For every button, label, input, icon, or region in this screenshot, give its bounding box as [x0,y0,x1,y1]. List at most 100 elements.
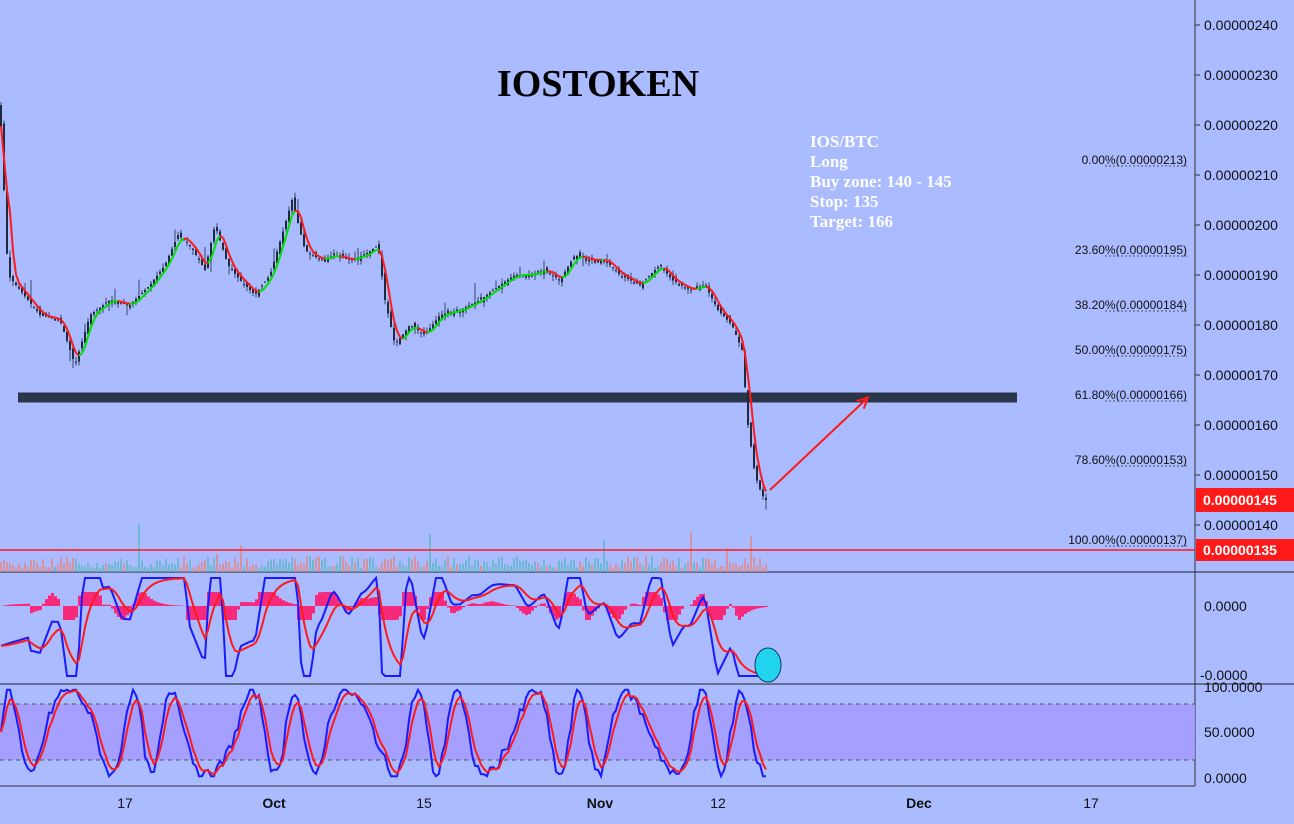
volume-bar [243,567,245,572]
candle-body [261,286,263,287]
price-tick-label: 0.00000190 [1204,267,1278,283]
ma-segment [133,303,136,304]
volume-bar [321,560,323,572]
ma-segment [232,261,235,267]
volume-bar [450,567,452,572]
ma-segment [49,316,52,317]
candle-body [75,362,77,363]
volume-bar [534,562,536,572]
volume-bar [726,548,728,572]
ma-segment [586,257,589,258]
macd-histogram-bar [450,606,453,613]
candle-body [714,301,716,304]
macd-histogram-bar [468,604,471,606]
volume-bar [222,564,224,572]
volume-bar [159,561,161,572]
volume-bar [96,563,98,572]
volume-bar [639,563,641,572]
volume-bar [33,560,35,572]
ma-segment [412,328,415,330]
price-tick-label: 0.00000240 [1204,17,1278,33]
volume-bar [183,556,185,572]
macd-histogram-bar [714,606,717,620]
volume-bar [156,560,158,572]
volume-bar [327,567,329,572]
macd-cross-highlight [755,648,781,682]
ma-segment [541,272,544,273]
volume-bar [591,565,593,572]
ma-segment [52,317,55,318]
volume-bar [624,563,626,572]
candle-body [684,287,686,288]
volume-bar [618,567,620,572]
candle-body [36,309,38,311]
volume-bar [681,568,683,572]
volume-bar [438,566,440,572]
candle-body [396,341,398,342]
volume-bar [579,561,581,572]
volume-bar [762,567,764,572]
volume-bar [342,556,344,572]
fib-level-label: 100.00%(0.00000137) [1068,533,1187,547]
candle-body [204,264,206,270]
volume-bar [345,561,347,572]
volume-bar [63,563,65,572]
fib-level-label: 61.80%(0.00000166) [1075,388,1187,402]
volume-bar [105,563,107,572]
candle-body [0,105,2,126]
ma-segment [637,281,640,283]
volume-bar [603,540,605,572]
candle-body [126,304,128,305]
ma-segment [562,276,565,277]
macd-histogram-bar [228,606,231,620]
volume-bar [399,561,401,572]
ma-segment [538,273,541,274]
ma-segment [322,258,325,259]
volume-bar [249,566,251,572]
volume-bar [6,562,8,572]
ma-segment [16,274,19,283]
volume-bar [426,561,428,572]
ma-segment [148,288,151,291]
ma-segment [589,258,592,259]
current-price-label[interactable]: 0.00000145 [1196,488,1294,512]
ma-segment [142,295,145,298]
macd-histogram-bar [735,606,738,616]
macd-histogram-bar [477,604,480,606]
candle-body [177,235,179,239]
candle-body [174,242,176,247]
macd-histogram-bar [390,606,393,620]
volume-bar [204,560,206,572]
volume-bar [456,564,458,572]
macd-histogram-bar [312,606,315,614]
price-axis: 0.000002400.000002300.000002200.00000210… [1195,17,1278,533]
ma-segment [118,301,121,302]
volume-bar [48,567,50,572]
candle-body [96,310,98,311]
macd-histogram-bar [375,597,378,606]
macd-histogram-bar [681,606,684,609]
macd-histogram-bar [150,599,153,606]
macd-histogram-bar [738,606,741,620]
macd-histogram-bar [573,594,576,606]
candle-body [588,260,590,262]
macd-histogram-bar [240,602,243,606]
candle-body [537,271,539,272]
fib-level-label: 50.00%(0.00000175) [1075,343,1187,357]
candle-body [480,297,482,299]
macd-histogram-bar [201,606,204,620]
volume-bar [405,567,407,572]
macd-histogram-bar [765,606,768,607]
stop-price-label[interactable]: 0.00000135 [1196,539,1294,561]
candle-body [735,331,737,335]
volume-bar [555,567,557,572]
annotation-line-stop: Stop: 135 [810,192,878,211]
volume-bar [276,564,278,572]
candle-body [165,263,167,267]
volume-bar [723,566,725,572]
ma-segment [10,212,13,251]
candle-body [243,284,245,285]
macd-histogram-bar [162,604,165,606]
volume-bar [231,567,233,572]
